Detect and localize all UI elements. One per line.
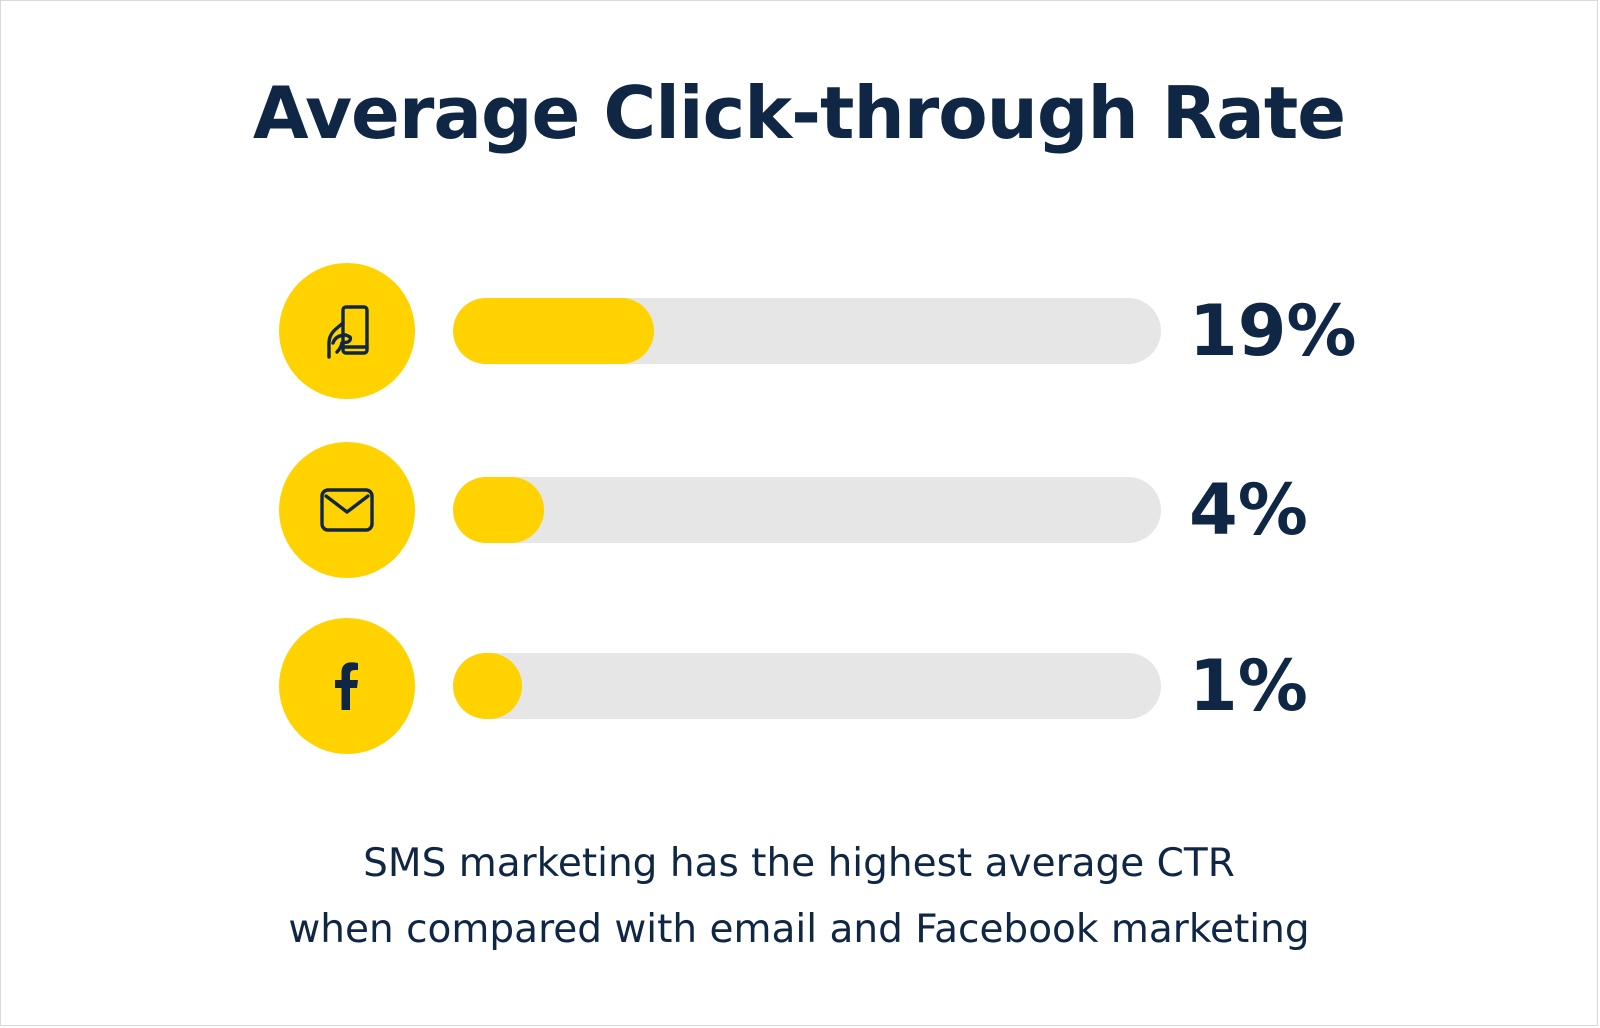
- phone-in-hand-icon: [327, 305, 369, 359]
- email-icon-circle: [279, 442, 415, 578]
- chart-title: Average Click-through Rate: [252, 71, 1346, 155]
- bar-track: [453, 653, 1161, 719]
- facebook-icon: [335, 662, 358, 710]
- bar-fill: [453, 477, 545, 543]
- bar-track: [453, 477, 1161, 543]
- bar-row-email: 4%: [279, 442, 1359, 578]
- sms-icon-circle: [279, 263, 415, 399]
- caption-line-2: when compared with email and Facebook ma…: [288, 907, 1310, 952]
- chart-caption: SMS marketing has the highest average CT…: [1, 831, 1597, 963]
- bar-row-facebook: 1%: [279, 618, 1359, 754]
- envelope-icon: [320, 488, 374, 532]
- value-label: 1%: [1189, 645, 1308, 727]
- value-label: 19%: [1189, 290, 1357, 372]
- caption-line-1: SMS marketing has the highest average CT…: [363, 841, 1235, 886]
- bar-fill: [453, 653, 523, 719]
- bar-row-sms: 19%: [279, 263, 1359, 399]
- value-label: 4%: [1189, 469, 1308, 551]
- bar-track: [453, 298, 1161, 364]
- facebook-icon-circle: [279, 618, 415, 754]
- bar-fill: [453, 298, 654, 364]
